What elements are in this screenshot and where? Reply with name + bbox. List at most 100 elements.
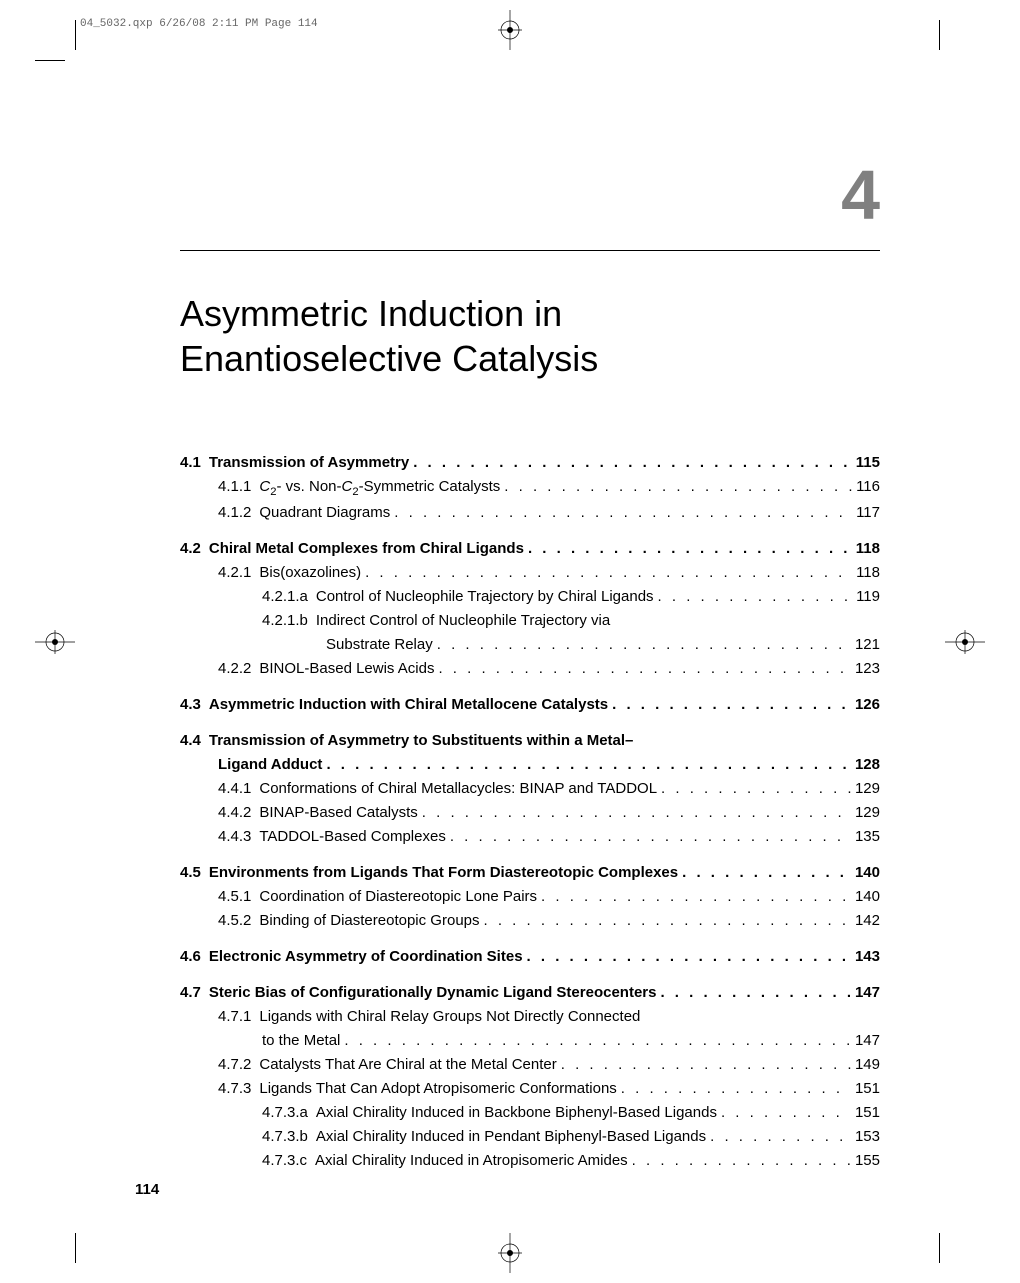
toc-label: Axial Chirality Induced in Pendant Biphe… bbox=[316, 1125, 706, 1149]
toc-entry-4-7-3-c: 4.7.3.c Axial Chirality Induced in Atrop… bbox=[180, 1149, 880, 1173]
toc-dots bbox=[422, 801, 851, 825]
toc-label: Control of Nucleophile Trajectory by Chi… bbox=[316, 585, 654, 609]
toc-dots bbox=[528, 537, 852, 561]
toc-entry-4-1-1: 4.1.1 C2- vs. Non-C2-Symmetric Catalysts… bbox=[180, 475, 880, 501]
toc-page: 126 bbox=[855, 693, 880, 717]
toc-page: 121 bbox=[855, 633, 880, 657]
toc-page: 118 bbox=[856, 561, 880, 585]
toc-dots bbox=[437, 633, 851, 657]
toc-num: 4.2.1.a bbox=[262, 585, 308, 609]
toc-label: Axial Chirality Induced in Backbone Biph… bbox=[316, 1101, 717, 1125]
toc-page: 128 bbox=[855, 753, 880, 777]
toc-dots bbox=[710, 1125, 851, 1149]
toc-page: 129 bbox=[855, 801, 880, 825]
toc-num: 4.7.3.b bbox=[262, 1125, 308, 1149]
toc-entry-4-7: 4.7 Steric Bias of Configurationally Dyn… bbox=[180, 981, 880, 1005]
crop-mark-right-icon bbox=[945, 630, 985, 654]
toc-dots bbox=[621, 1077, 851, 1101]
toc-page: 123 bbox=[855, 657, 880, 681]
toc-page: 119 bbox=[856, 585, 880, 609]
toc-page: 129 bbox=[855, 777, 880, 801]
toc-page: 135 bbox=[855, 825, 880, 849]
toc-dots bbox=[561, 1053, 851, 1077]
toc-dots bbox=[504, 475, 852, 499]
print-header: 04_5032.qxp 6/26/08 2:11 PM Page 114 bbox=[80, 18, 318, 30]
toc-entry-4-2-2: 4.2.2 BINOL-Based Lewis Acids 123 bbox=[180, 657, 880, 681]
toc-num: 4.4.3 bbox=[218, 825, 251, 849]
toc-entry-4-2: 4.2 Chiral Metal Complexes from Chiral L… bbox=[180, 537, 880, 561]
toc-label: BINAP-Based Catalysts bbox=[259, 801, 417, 825]
toc-num: 4.4 bbox=[180, 729, 201, 753]
page-number: 114 bbox=[135, 1181, 159, 1198]
toc-num: 4.4.2 bbox=[218, 801, 251, 825]
toc-entry-4-3: 4.3 Asymmetric Induction with Chiral Met… bbox=[180, 693, 880, 717]
toc-entry-4-4-2: 4.4.2 BINAP-Based Catalysts 129 bbox=[180, 801, 880, 825]
toc-label: BINOL-Based Lewis Acids bbox=[259, 657, 434, 681]
toc-label: to the Metal bbox=[262, 1029, 340, 1053]
toc-page: 149 bbox=[855, 1053, 880, 1077]
toc-num: 4.4.1 bbox=[218, 777, 251, 801]
toc-label: Ligands with Chiral Relay Groups Not Dir… bbox=[259, 1005, 640, 1029]
toc-num: 4.1 bbox=[180, 451, 201, 475]
toc-num: 4.7 bbox=[180, 981, 201, 1005]
toc-label: Axial Chirality Induced in Atropisomeric… bbox=[315, 1149, 628, 1173]
toc-label: Steric Bias of Configurationally Dynamic… bbox=[209, 981, 657, 1005]
toc-page: 142 bbox=[855, 909, 880, 933]
toc-num: 4.5.1 bbox=[218, 885, 251, 909]
toc-dots bbox=[721, 1101, 851, 1125]
toc-dots bbox=[394, 501, 852, 525]
toc-num: 4.7.2 bbox=[218, 1053, 251, 1077]
toc-label: Quadrant Diagrams bbox=[259, 501, 390, 525]
toc-entry-4-4-line1: 4.4 Transmission of Asymmetry to Substit… bbox=[180, 729, 880, 753]
toc-label: Conformations of Chiral Metallacycles: B… bbox=[259, 777, 657, 801]
toc-entry-4-7-3: 4.7.3 Ligands That Can Adopt Atropisomer… bbox=[180, 1077, 880, 1101]
toc-dots bbox=[365, 561, 852, 585]
toc-num: 4.5.2 bbox=[218, 909, 251, 933]
toc-dots bbox=[344, 1029, 851, 1053]
toc: 4.1 Transmission of Asymmetry 115 4.1.1 … bbox=[180, 451, 880, 1173]
toc-page: 151 bbox=[855, 1077, 880, 1101]
toc-dots bbox=[450, 825, 851, 849]
toc-label: Transmission of Asymmetry to Substituent… bbox=[209, 729, 634, 753]
toc-num: 4.1.2 bbox=[218, 501, 251, 525]
chapter-title-line1: Asymmetric Induction in bbox=[180, 293, 562, 334]
toc-dots bbox=[438, 657, 851, 681]
crop-mark-top-icon bbox=[498, 10, 522, 50]
toc-label: Coordination of Diastereotopic Lone Pair… bbox=[259, 885, 537, 909]
toc-num: 4.7.1 bbox=[218, 1005, 251, 1029]
toc-label: Environments from Ligands That Form Dias… bbox=[209, 861, 678, 885]
toc-num: 4.7.3 bbox=[218, 1077, 251, 1101]
toc-entry-4-7-3-a: 4.7.3.a Axial Chirality Induced in Backb… bbox=[180, 1101, 880, 1125]
toc-entry-4-5-1: 4.5.1 Coordination of Diastereotopic Lon… bbox=[180, 885, 880, 909]
toc-num: 4.7.3.a bbox=[262, 1101, 308, 1125]
toc-page: 118 bbox=[856, 537, 880, 561]
toc-dots bbox=[612, 693, 851, 717]
toc-label: Binding of Diastereotopic Groups bbox=[259, 909, 479, 933]
toc-page: 153 bbox=[855, 1125, 880, 1149]
toc-label: Electronic Asymmetry of Coordination Sit… bbox=[209, 945, 523, 969]
toc-entry-4-6: 4.6 Electronic Asymmetry of Coordination… bbox=[180, 945, 880, 969]
toc-num: 4.1.1 bbox=[218, 475, 251, 499]
toc-entry-4-2-1-b-line1: 4.2.1.b Indirect Control of Nucleophile … bbox=[180, 609, 880, 633]
toc-page: 140 bbox=[855, 861, 880, 885]
toc-page: 151 bbox=[855, 1101, 880, 1125]
toc-label: Catalysts That Are Chiral at the Metal C… bbox=[259, 1053, 556, 1077]
toc-dots bbox=[413, 451, 852, 475]
toc-dots bbox=[541, 885, 851, 909]
toc-entry-4-7-1-line2: to the Metal 147 bbox=[180, 1029, 880, 1053]
toc-entry-4-5: 4.5 Environments from Ligands That Form … bbox=[180, 861, 880, 885]
toc-entry-4-2-1-b-line2: Substrate Relay 121 bbox=[180, 633, 880, 657]
toc-entry-4-2-1-a: 4.2.1.a Control of Nucleophile Trajector… bbox=[180, 585, 880, 609]
toc-entry-4-2-1: 4.2.1 Bis(oxazolines) 118 bbox=[180, 561, 880, 585]
toc-dots bbox=[326, 753, 851, 777]
toc-page: 143 bbox=[855, 945, 880, 969]
crop-mark-bottom-icon bbox=[498, 1233, 522, 1273]
toc-page: 116 bbox=[856, 475, 880, 499]
toc-entry-4-1-2: 4.1.2 Quadrant Diagrams 117 bbox=[180, 501, 880, 525]
toc-num: 4.5 bbox=[180, 861, 201, 885]
chapter-title: Asymmetric Induction in Enantioselective… bbox=[180, 291, 880, 381]
toc-num: 4.3 bbox=[180, 693, 201, 717]
toc-page: 147 bbox=[855, 981, 880, 1005]
toc-label: Indirect Control of Nucleophile Trajecto… bbox=[316, 609, 610, 633]
toc-label: Chiral Metal Complexes from Chiral Ligan… bbox=[209, 537, 524, 561]
